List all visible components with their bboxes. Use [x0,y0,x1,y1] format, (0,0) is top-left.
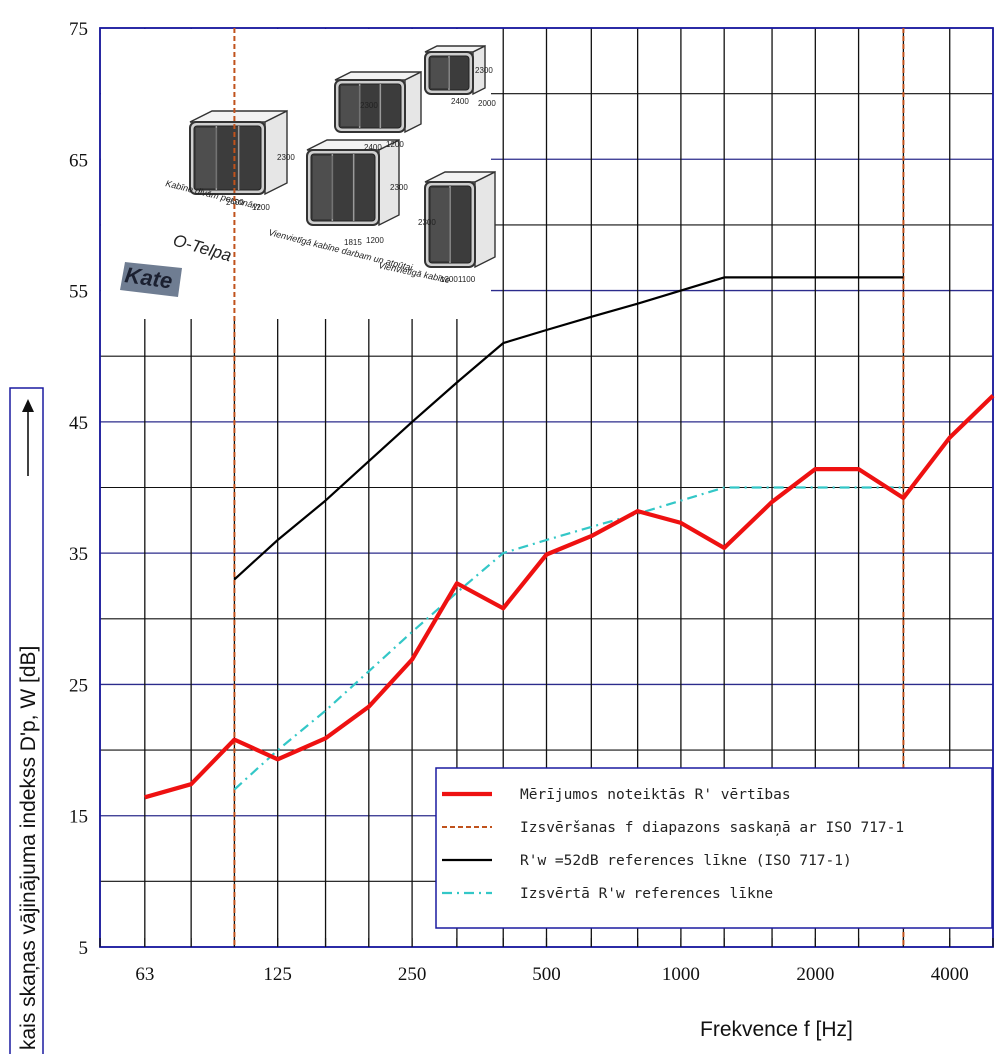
booth-door [431,188,450,261]
y-tick-label: 15 [69,807,88,828]
dimension-label: 1200 [252,203,270,212]
booth-single-work [306,138,400,227]
booth-door [196,128,217,188]
booth-door [431,58,449,88]
booth-medium [334,70,422,134]
dimension-label: 2300 [418,218,436,227]
x-tick-label: 63 [135,964,154,985]
y-tick-label: 25 [69,675,88,696]
dimension-label: 2400 [451,97,469,106]
dimension-label: 1200 [386,140,404,149]
x-tick-label: 4000 [931,964,969,985]
booth-side [474,170,496,269]
dimension-label: 1200 [366,236,384,245]
dimension-label: 1100 [458,275,476,284]
x-tick-label: 2000 [796,964,834,985]
booth-door [341,86,361,126]
dimension-label: 1200 [440,275,458,284]
y-tick-label: 55 [69,282,88,303]
booth-single [424,170,496,269]
y-tick-label: 5 [79,938,89,959]
y-tick-label: 45 [69,413,88,434]
legend-entry: Izsvērtā R'w references līkne [520,886,773,902]
dimension-label: 2300 [475,66,493,75]
logo-badge [120,262,182,297]
dimension-label: 1815 [344,238,362,247]
x-tick-label: 250 [398,964,427,985]
legend: Mērījumos noteiktās R' vērtības Izsvēršan… [435,767,993,929]
dimension-label: 2400 [226,198,244,207]
x-tick-label: 125 [263,964,292,985]
series-layer [144,28,995,947]
dimension-label: 2300 [277,153,295,162]
legend-box [435,767,993,929]
dimension-label: 2300 [390,183,408,192]
x-tick-label: 500 [532,964,561,985]
booth-small [424,44,486,96]
dimension-label: 2400 [364,143,382,152]
booth-two-person [189,109,288,196]
y-axis-title: kais skaņas vājinājuma indekss D'p, W [d… [17,646,40,1050]
inset-margin [101,29,121,319]
x-tick-label: 1000 [662,964,700,985]
series-line-3 [233,486,904,791]
legend-entry: Izsvēršanas f diapazons saskaņā ar ISO 7… [520,820,904,836]
y-axis-title-frame [9,387,44,1054]
y-tick-label: 65 [69,150,88,171]
y-axis-title-box: kais skaņas vājinājuma indekss D'p, W [d… [9,387,44,1054]
y-tick-label: 35 [69,544,88,565]
x-axis-title: Frekvence f [Hz] [700,1018,853,1041]
booth-door [313,156,333,219]
y-axis-arrow-head-icon [22,399,34,412]
legend-entry: R'w =52dB references līkne (ISO 717-1) [520,853,852,869]
legend-entry: Mērījumos noteiktās R' vērtības [520,787,791,803]
tick-labels: 5 15 25 35 45 55 65 75 63 125 250 500 1000 2000 4000 [69,19,969,985]
booth-side [404,70,422,134]
y-tick-label: 75 [69,19,88,40]
series-line-0 [144,394,995,800]
dimension-label: 2300 [360,101,378,110]
dimension-label: 2000 [478,99,496,108]
series-line-2 [233,276,904,581]
